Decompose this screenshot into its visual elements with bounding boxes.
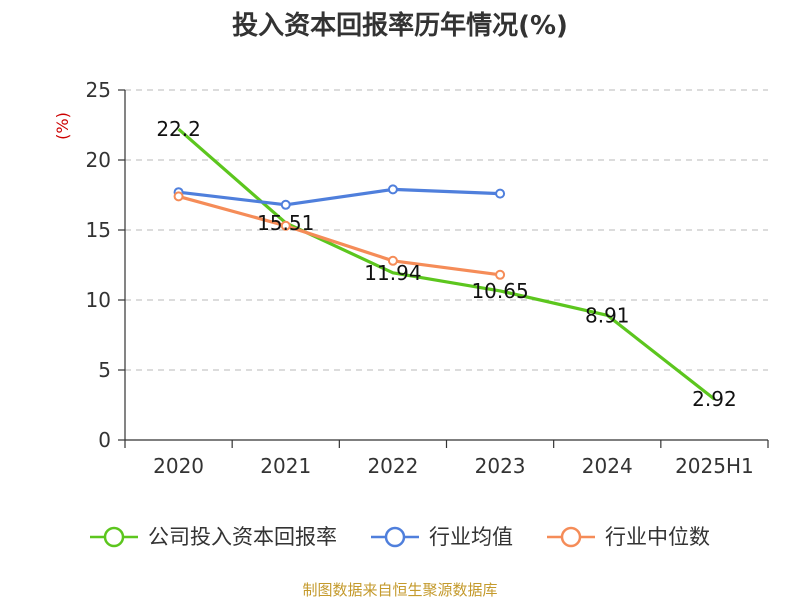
x-tick-label: 2024 (582, 454, 633, 478)
legend-marker-icon (384, 526, 406, 548)
x-tick-label: 2022 (367, 454, 418, 478)
data-label: 11.94 (364, 261, 421, 285)
legend: 公司投入资本回报率 行业均值 行业中位数 (90, 525, 710, 549)
data-point (173, 191, 184, 202)
data-labels: 22.2 15.51 11.94 10.65 8.91 2.92 (156, 117, 736, 411)
legend-label: 行业均值 (429, 525, 513, 549)
y-tick-label: 5 (98, 358, 111, 382)
y-axis-unit: (%) (53, 112, 72, 140)
legend-item[interactable]: 公司投入资本回报率 (90, 525, 337, 549)
data-label: 2.92 (692, 387, 737, 411)
series-lines (173, 127, 716, 401)
y-tick-label: 10 (86, 288, 111, 312)
data-point (280, 199, 291, 210)
y-tick-label: 25 (86, 78, 111, 102)
data-point (495, 188, 506, 199)
y-tick-label: 20 (86, 148, 111, 172)
source-note: 制图数据来自恒生聚源数据库 (302, 581, 497, 599)
legend-item[interactable]: 行业均值 (371, 525, 513, 549)
axes: 0 5 10 15 20 25 2020 2021 2022 2023 2024 2025H1 (86, 78, 769, 478)
data-point (387, 255, 398, 266)
data-point (387, 184, 398, 195)
data-point (495, 269, 506, 280)
x-tick-label: 2021 (260, 454, 311, 478)
series-line (177, 127, 716, 401)
chart-title: 投入资本回报率历年情况(%) (232, 10, 568, 41)
y-tick-label: 0 (98, 428, 111, 452)
series-line (178, 194, 501, 277)
x-tick-label: 2025H1 (675, 454, 754, 478)
grid-lines (125, 89, 768, 371)
legend-label: 行业中位数 (605, 525, 710, 549)
x-tick-label: 2023 (475, 454, 526, 478)
data-label: 8.91 (585, 303, 630, 327)
legend-item[interactable]: 行业中位数 (547, 525, 710, 549)
legend-marker-icon (103, 526, 125, 548)
series-line (178, 187, 501, 207)
data-label: 15.51 (257, 211, 314, 235)
x-tick-label: 2020 (153, 454, 204, 478)
y-tick-label: 15 (86, 218, 111, 242)
data-point (280, 220, 291, 231)
legend-label: 公司投入资本回报率 (148, 525, 337, 549)
data-label: 22.2 (156, 117, 201, 141)
data-label: 10.65 (471, 279, 528, 303)
legend-marker-icon (560, 526, 582, 548)
